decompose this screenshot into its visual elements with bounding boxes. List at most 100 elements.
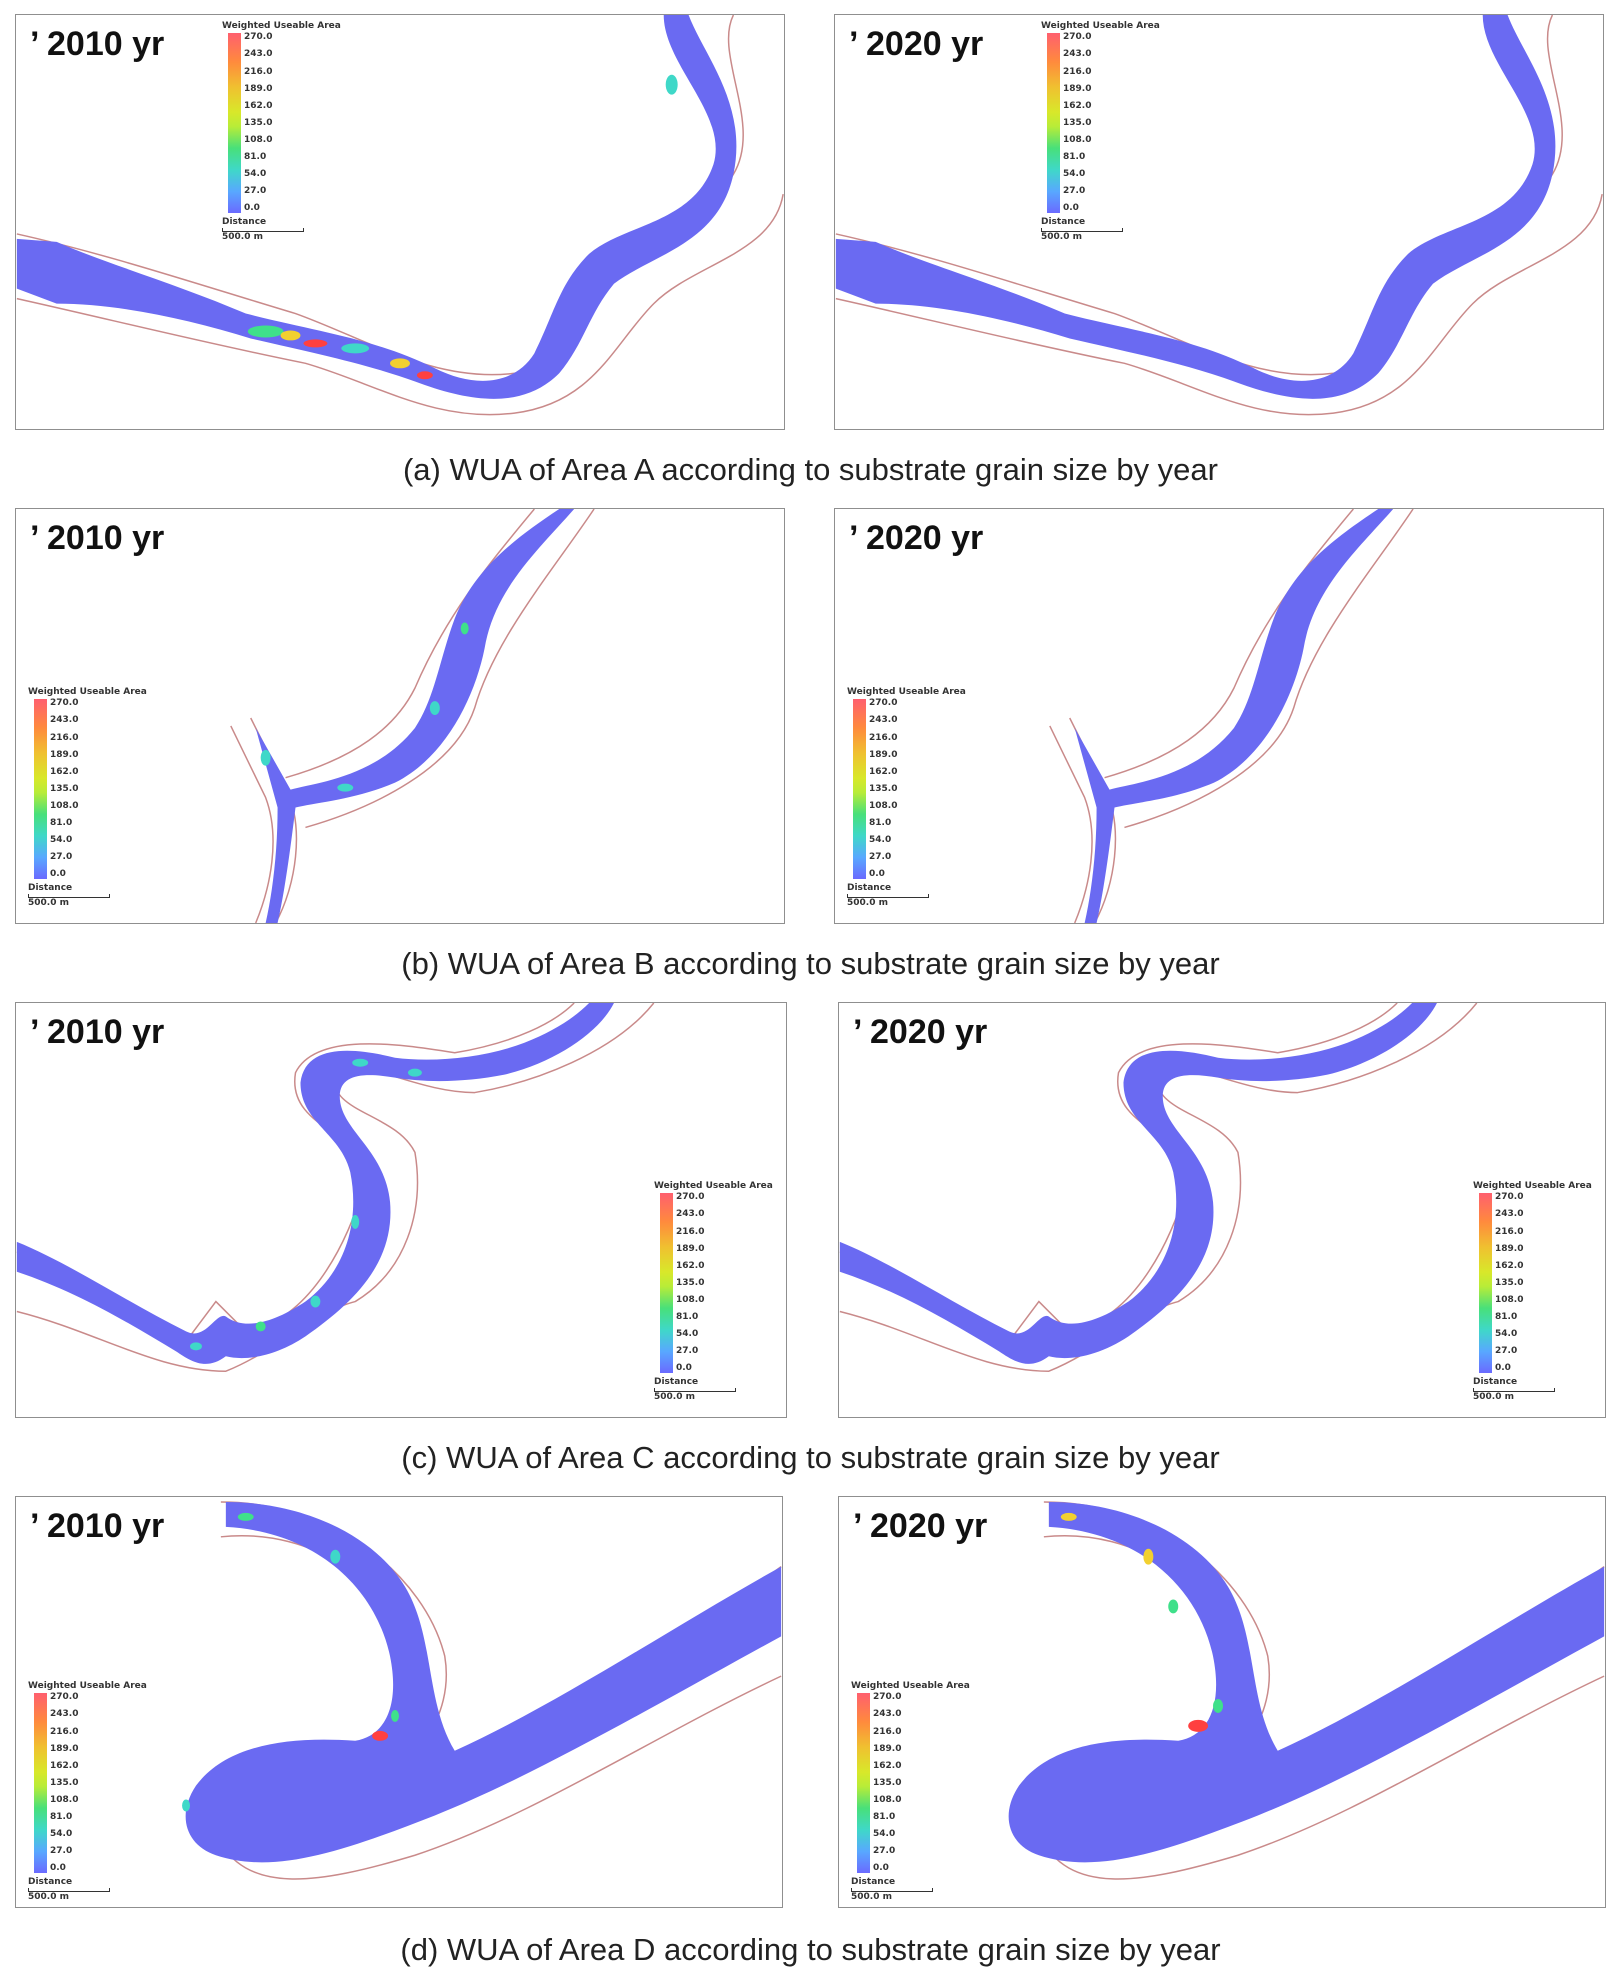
river-water [16, 1003, 614, 1364]
legend-tick: 108.0 [50, 1795, 79, 1805]
color-scale-bar [857, 1693, 870, 1873]
legend-tick: 0.0 [1495, 1363, 1511, 1373]
legend-title: Weighted Useable Area [222, 21, 341, 31]
wua-legend: Weighted Useable Area 270.0 243.0 216.0 … [1473, 1181, 1605, 1402]
legend-tick: 0.0 [873, 1863, 889, 1873]
channel-boundary [305, 509, 595, 829]
legend-tick: 216.0 [869, 733, 898, 743]
channel-boundary [16, 15, 744, 376]
river-map-area-b-2010 [230, 509, 595, 923]
river-map-area-a-2020 [835, 15, 1603, 416]
scale-bar-label: 500.0 m [851, 1892, 892, 1902]
legend-tick: 27.0 [50, 852, 73, 862]
legend-tick: 135.0 [50, 784, 79, 794]
scale-bar-label: 500.0 m [1473, 1392, 1514, 1402]
legend-tick: 135.0 [1063, 118, 1092, 128]
legend-tick: 162.0 [1063, 101, 1092, 111]
legend-tick: 135.0 [869, 784, 898, 794]
river-water [1074, 509, 1394, 923]
scale-bar [28, 1888, 110, 1892]
legend-tick: 54.0 [50, 835, 73, 845]
legend-title: Weighted Useable Area [654, 1181, 773, 1191]
legend-tick: 270.0 [1495, 1192, 1524, 1202]
scale-bar [654, 1388, 736, 1392]
legend-tick: 189.0 [50, 750, 79, 760]
river-map-area-a-2010 [16, 15, 784, 416]
legend-tick: 270.0 [50, 698, 79, 708]
legend-tick: 243.0 [244, 49, 273, 59]
legend-tick: 189.0 [1495, 1244, 1524, 1254]
legend-title: Weighted Useable Area [28, 1681, 147, 1691]
wua-legend: Weighted Useable Area 270.0 243.0 216.0 … [28, 1681, 168, 1902]
distance-label: Distance [28, 1877, 73, 1887]
color-scale-bar [660, 1193, 673, 1373]
river-water [255, 509, 575, 923]
year-label: ’ 2020 yr [853, 1507, 988, 1545]
legend-tick: 243.0 [1063, 49, 1092, 59]
river-water [835, 15, 1556, 399]
legend-tick: 81.0 [1495, 1312, 1518, 1322]
legend-tick: 54.0 [869, 835, 892, 845]
legend-tick: 81.0 [50, 1812, 73, 1822]
legend-tick: 108.0 [244, 135, 273, 145]
distance-label: Distance [851, 1877, 896, 1887]
scale-bar-label: 500.0 m [1041, 232, 1082, 242]
legend-tick: 27.0 [873, 1846, 896, 1856]
distance-label: Distance [28, 883, 73, 893]
legend-tick: 27.0 [676, 1346, 699, 1356]
scale-bar [851, 1888, 933, 1892]
legend-tick: 162.0 [869, 767, 898, 777]
legend-tick: 216.0 [50, 733, 79, 743]
wua-legend: Weighted Useable Area 270.0 243.0 216.0 … [222, 21, 362, 242]
scale-bar-label: 500.0 m [654, 1392, 695, 1402]
legend-tick: 27.0 [1063, 186, 1086, 196]
river-map-area-c-2010 [16, 1003, 655, 1372]
wua-legend: Weighted Useable Area 270.0 243.0 216.0 … [847, 687, 987, 908]
legend-tick: 243.0 [873, 1709, 902, 1719]
channel-boundary [839, 1003, 1478, 1372]
scale-bar [1473, 1388, 1555, 1392]
river-map-area-d-2010 [182, 1501, 782, 1880]
legend-tick: 216.0 [676, 1227, 705, 1237]
river-map-area-d-2020 [1008, 1501, 1605, 1880]
legend-tick: 54.0 [50, 1829, 73, 1839]
legend-tick: 243.0 [869, 715, 898, 725]
map-panel-area-d-2020: ’ 2020 yr Weighted Useable Area 270.0 24… [838, 1496, 1606, 1908]
legend-tick: 162.0 [676, 1261, 705, 1271]
legend-title: Weighted Useable Area [851, 1681, 970, 1691]
river-map-area-c-2020 [839, 1003, 1478, 1372]
year-label: ’ 2020 yr [849, 519, 984, 557]
legend-tick: 162.0 [50, 1761, 79, 1771]
scale-bar [1041, 228, 1123, 232]
legend-tick: 0.0 [50, 1863, 66, 1873]
legend-tick: 54.0 [1495, 1329, 1518, 1339]
legend-tick: 270.0 [50, 1692, 79, 1702]
legend-tick: 108.0 [873, 1795, 902, 1805]
legend-tick: 81.0 [50, 818, 73, 828]
high-wua-patches [182, 1512, 399, 1812]
legend-title: Weighted Useable Area [1473, 1181, 1592, 1191]
legend-tick: 27.0 [50, 1846, 73, 1856]
color-scale-bar [228, 33, 241, 213]
year-label: ’ 2010 yr [30, 1013, 165, 1051]
channel-boundary [835, 194, 1603, 416]
legend-tick: 108.0 [50, 801, 79, 811]
river-map-area-b-2020 [1049, 509, 1414, 923]
color-scale-bar [34, 1693, 47, 1873]
wua-legend: Weighted Useable Area 270.0 243.0 216.0 … [851, 1681, 991, 1902]
year-label: ’ 2010 yr [30, 519, 165, 557]
legend-tick: 216.0 [1495, 1227, 1524, 1237]
channel-boundary [1049, 725, 1093, 923]
distance-label: Distance [847, 883, 892, 893]
scale-bar-label: 500.0 m [847, 898, 888, 908]
year-label: ’ 2020 yr [849, 25, 984, 63]
wua-legend: Weighted Useable Area 270.0 243.0 216.0 … [654, 1181, 786, 1402]
legend-tick: 189.0 [869, 750, 898, 760]
legend-tick: 0.0 [676, 1363, 692, 1373]
high-wua-patches [247, 74, 678, 380]
legend-tick: 81.0 [869, 818, 892, 828]
legend-tick: 54.0 [244, 169, 267, 179]
caption-a: (a) WUA of Area A according to substrate… [402, 452, 1218, 487]
wua-legend: Weighted Useable Area 270.0 243.0 216.0 … [28, 687, 168, 908]
distance-label: Distance [1041, 217, 1086, 227]
